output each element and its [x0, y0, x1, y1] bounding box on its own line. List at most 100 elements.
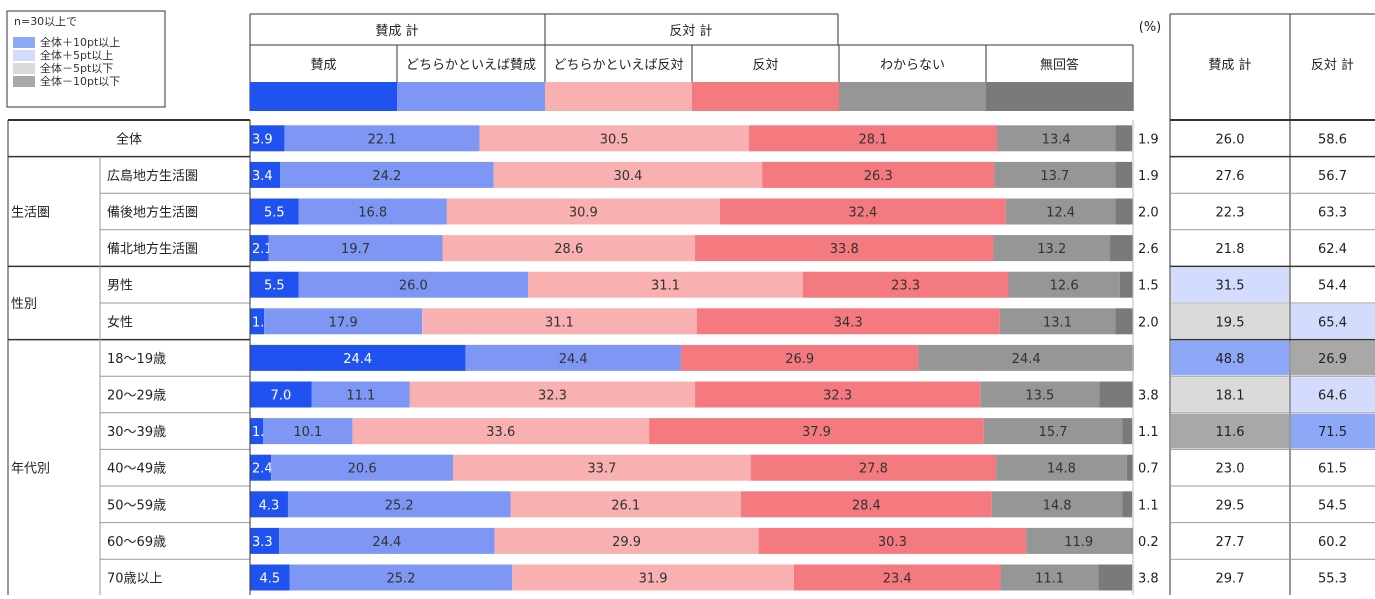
- bar-segment: [996, 454, 1127, 481]
- data-label: 3.9: [252, 132, 273, 147]
- category-color-swatch: [250, 82, 397, 111]
- row-label: 40～49歳: [107, 462, 166, 477]
- bar-segment: [250, 235, 269, 262]
- row-label: 広島地方生活圏: [107, 168, 198, 184]
- bar-segment: [264, 308, 423, 335]
- data-label: 34.3: [834, 315, 863, 330]
- oppose-total-value: 54.4: [1318, 279, 1347, 294]
- bar-segment: [999, 308, 1116, 335]
- legend-label: 全体－10pt以下: [40, 74, 120, 88]
- agree-total-value: 27.7: [1216, 535, 1245, 550]
- bar-segment: [250, 491, 288, 518]
- bar-segment: [512, 564, 794, 591]
- data-label: 16.8: [358, 206, 387, 221]
- bar-segment: [1026, 527, 1132, 554]
- bar-segment: [680, 344, 919, 371]
- bar-segment: [453, 454, 751, 481]
- oppose-total-value: 71.5: [1318, 425, 1347, 440]
- category-color-swatch: [839, 82, 986, 111]
- bar-segment: [695, 235, 994, 262]
- data-label: 14.8: [1047, 462, 1076, 477]
- bar-segment: [268, 235, 443, 262]
- bar-segment: [740, 491, 992, 518]
- bar-segment: [250, 564, 290, 591]
- bar-segment: [750, 454, 997, 481]
- category-label: 賛成: [310, 58, 336, 73]
- bar-segment: [510, 491, 741, 518]
- bar-segment: [493, 161, 763, 188]
- data-label: 4.3: [259, 498, 280, 513]
- data-label: 24.4: [372, 535, 401, 550]
- bar-segment: [983, 418, 1123, 445]
- data-label: 32.3: [538, 389, 567, 404]
- bar-segment: [1098, 564, 1133, 591]
- bar-segment: [250, 308, 265, 335]
- oppose-total-value: 54.5: [1318, 498, 1347, 513]
- bar-segment: [1115, 161, 1133, 188]
- category-color-swatch: [397, 82, 545, 111]
- data-label: 28.4: [852, 498, 881, 513]
- bar-segment: [993, 235, 1111, 262]
- bar-segment: [352, 418, 650, 445]
- legend-title: n=30以上で: [14, 15, 77, 28]
- bar-segment: [250, 271, 299, 298]
- bar-segment: [997, 125, 1116, 152]
- bar-segment: [719, 198, 1006, 225]
- no-answer-label: 2.6: [1138, 242, 1159, 257]
- bar-segment: [250, 381, 312, 408]
- agree-total-value: 21.8: [1216, 242, 1245, 257]
- bar-segment: [279, 527, 495, 554]
- data-label: 27.8: [859, 462, 888, 477]
- bar-segment: [1115, 198, 1133, 225]
- oppose-total-value: 60.2: [1318, 535, 1347, 550]
- data-label: 33.6: [486, 425, 515, 440]
- no-answer-label: 3.8: [1138, 389, 1159, 404]
- data-label: 31.1: [651, 279, 680, 294]
- bar-segment: [1119, 271, 1133, 298]
- summary-highlight: [1171, 267, 1289, 302]
- row-label: 全体: [116, 131, 142, 147]
- category-label: どちらかといえば賛成: [406, 58, 536, 73]
- summary-highlight: [1291, 413, 1375, 449]
- data-label: 13.1: [1043, 315, 1072, 330]
- data-label: 31.9: [639, 572, 668, 587]
- bar-segment: [1008, 271, 1120, 298]
- legend-swatch: [13, 50, 35, 61]
- agree-total-value: 27.6: [1216, 169, 1245, 184]
- category-label: どちらかといえば反対: [553, 58, 683, 73]
- data-label: 17.9: [329, 315, 358, 330]
- summary-header-oppose: 反対 計: [1311, 57, 1354, 73]
- bar-segment: [1115, 125, 1133, 152]
- data-label: 32.4: [848, 206, 877, 221]
- data-label: 13.4: [1042, 132, 1071, 147]
- data-label: 20.6: [348, 462, 377, 477]
- data-label: 33.7: [587, 462, 616, 477]
- data-label: 12.4: [1046, 206, 1075, 221]
- bar-segment: [250, 527, 280, 554]
- row-label: 50～59歳: [107, 498, 166, 513]
- summary-highlight: [1171, 377, 1289, 412]
- row-label: 備後地方生活圏: [107, 205, 198, 221]
- bar-segment: [494, 527, 759, 554]
- bar-segment: [446, 198, 720, 225]
- bar-segment: [287, 491, 511, 518]
- bar-segment: [250, 198, 299, 225]
- summary-highlight: [1291, 304, 1375, 339]
- legend-swatch: [13, 63, 35, 74]
- summary-highlight: [1291, 340, 1375, 376]
- agree-total-value: 48.8: [1216, 352, 1245, 367]
- bar-segment: [748, 125, 998, 152]
- bar-segment: [271, 454, 454, 481]
- data-label: 19.7: [341, 242, 370, 257]
- legend-swatch: [13, 76, 35, 87]
- unit-label: (%): [1139, 20, 1162, 35]
- agree-total-value: 18.1: [1216, 389, 1245, 404]
- bar-segment: [250, 454, 272, 481]
- summary-highlight: [1291, 377, 1375, 412]
- bar-segment: [263, 418, 353, 445]
- bar-segment: [1115, 308, 1133, 335]
- oppose-total-value: 58.6: [1318, 132, 1347, 147]
- data-label: 5.5: [264, 279, 285, 294]
- legend-label: 全体－5pt以下: [40, 61, 113, 75]
